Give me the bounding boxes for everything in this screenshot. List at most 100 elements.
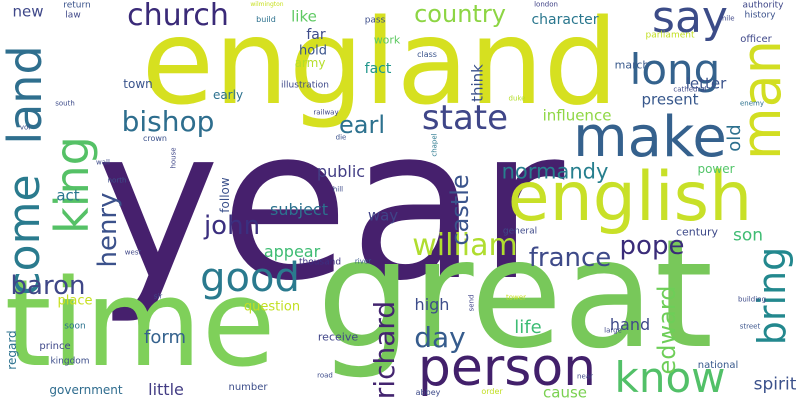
word-william: william (412, 228, 518, 263)
word-john: john (203, 211, 261, 241)
word-church: church (127, 0, 229, 33)
word-chapel: chapel (430, 133, 439, 157)
word-bishop: bishop (121, 105, 215, 138)
word-richard: richard (368, 300, 401, 400)
word-officer: officer (740, 34, 772, 45)
word-west: west (124, 248, 142, 257)
word-year: year (95, 82, 565, 327)
word-pope: pope (619, 231, 685, 261)
word-national: national (697, 360, 739, 371)
word-baron: baron (10, 271, 86, 301)
word-wall: wall (96, 158, 110, 167)
word-history: history (744, 10, 776, 21)
word-spirit: spirit (753, 374, 797, 395)
word-die: die (335, 133, 347, 142)
word-tower: tower (506, 293, 526, 302)
word-long: long (629, 45, 721, 94)
word-present: present (641, 90, 699, 109)
word-son: son (732, 225, 764, 246)
word-duke: duke (508, 94, 526, 103)
word-london: london (534, 0, 558, 9)
word-railway: railway (313, 108, 339, 117)
word-time: time (4, 255, 276, 394)
word-send: send (467, 294, 476, 312)
word-influence: influence (542, 106, 612, 125)
word-regard: regard (5, 330, 19, 370)
word-england: england (141, 0, 619, 131)
word-hill: hill (332, 185, 344, 194)
word-law: law (65, 10, 81, 21)
word-parliament: parliament (645, 30, 695, 41)
word-old: old (724, 124, 745, 152)
word-like: like (291, 7, 317, 26)
word-house: house (169, 147, 178, 169)
word-cause: cause (543, 383, 587, 400)
word-class: class (417, 50, 437, 59)
word-edward: edward (653, 285, 681, 375)
word-crown: crown (142, 134, 168, 143)
word-kingdom: kingdom (50, 356, 90, 367)
word-hold: hold (298, 43, 328, 59)
word-near: near (577, 372, 593, 381)
word-person: person (417, 338, 597, 398)
word-thousand: thousand (298, 257, 342, 268)
word-fact: fact (364, 61, 392, 77)
word-normandy: normandy (501, 159, 609, 184)
word-south: south (55, 99, 75, 108)
word-authority: authority (742, 0, 784, 11)
word-prince: prince (39, 341, 71, 352)
word-public: public (316, 162, 366, 181)
word-town: town (123, 77, 153, 91)
word-make: make (573, 105, 727, 170)
word-river: river (354, 257, 372, 266)
word-little: little (148, 380, 184, 399)
word-march: march (614, 58, 650, 72)
word-cathedral: cathedral (673, 85, 707, 94)
word-build: build (256, 15, 276, 24)
word-far: far (306, 27, 326, 43)
word-illustration: illustration (281, 80, 329, 91)
word-state: state (421, 98, 509, 138)
word-say: say (652, 0, 728, 43)
word-great: great (316, 208, 714, 382)
word-enemy: enemy (739, 99, 765, 108)
word-form: form (144, 327, 186, 348)
word-new: new (12, 2, 44, 21)
word-good: good (200, 255, 300, 301)
word-place: place (57, 293, 93, 309)
word-vol: vol (19, 123, 31, 132)
word-life: life (514, 317, 542, 338)
word-subject: subject (270, 200, 328, 219)
word-mile: mile (719, 14, 735, 23)
word-king: king (45, 136, 99, 234)
word-general: general (502, 226, 538, 237)
word-receive: receive (317, 330, 359, 344)
word-appear: appear (263, 242, 321, 261)
word-english: english (507, 158, 753, 237)
word-france: france (528, 243, 612, 273)
word-think: think (468, 64, 487, 102)
word-high: high (414, 295, 450, 314)
word-wilmington: wilmington (250, 1, 284, 8)
word-castle: castle (446, 174, 474, 246)
word-pass: pass (364, 15, 386, 26)
word-way: way (367, 206, 399, 225)
word-sir: sir (153, 292, 163, 301)
word-abbey: abbey (415, 388, 441, 397)
word-large: large (604, 326, 622, 335)
word-earl: earl (338, 111, 386, 139)
word-street: street (739, 322, 761, 331)
word-building: building (737, 295, 767, 304)
word-character: character (531, 12, 599, 28)
word-power: power (697, 162, 735, 176)
word-north: north (107, 176, 127, 185)
word-question: question (243, 299, 301, 315)
word-act: act (56, 186, 80, 205)
word-century: century (675, 225, 719, 239)
word-road: road (317, 371, 333, 380)
word-government: government (49, 383, 123, 397)
word-henry: henry (93, 192, 123, 268)
word-soon: soon (64, 321, 86, 332)
word-number: number (228, 382, 268, 393)
